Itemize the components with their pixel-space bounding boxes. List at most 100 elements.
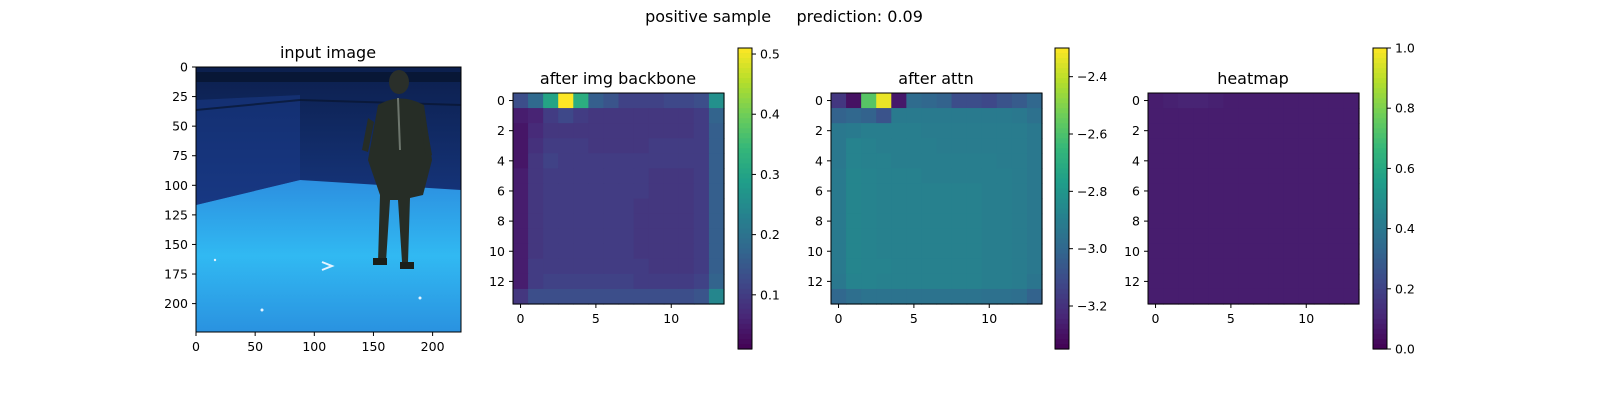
backbone-cell <box>513 273 529 290</box>
attn-colorbar-segment <box>1055 278 1069 285</box>
input-image-title: input image <box>280 43 376 62</box>
backbone-ytick-label: 10 <box>489 244 505 259</box>
attn-cell <box>891 213 907 230</box>
backbone-cell <box>648 123 665 139</box>
attn-colorbar-segment <box>1055 123 1069 129</box>
heatmap-cell <box>1268 108 1285 124</box>
heatmap-colorbar-frame <box>1372 47 1388 350</box>
heatmap-cell <box>1163 228 1179 245</box>
heatmap-colorbar-segment <box>1373 253 1387 260</box>
backbone-cell <box>708 243 725 260</box>
heatmap-colorbar-segment <box>1373 218 1387 225</box>
heatmap-cell <box>1328 228 1345 245</box>
heatmap-cell <box>1343 273 1360 290</box>
heatmap-colorbar-segment <box>1373 303 1387 310</box>
heatmap-cell <box>1178 123 1194 139</box>
attn-cell <box>831 288 847 305</box>
heatmap-colorbar-segment <box>1373 278 1387 285</box>
backbone-cell <box>588 153 605 169</box>
heatmap-cell <box>1298 108 1315 124</box>
heatmap-colorbar-segment <box>1373 188 1387 195</box>
attn-cell <box>981 213 998 230</box>
backbone-cell <box>663 288 680 305</box>
heatmap-cell <box>1238 183 1255 200</box>
backbone-cell <box>603 213 620 230</box>
heatmap-cell <box>1268 213 1285 230</box>
attn-cell <box>966 258 983 275</box>
attn-colorbar-segment <box>1055 203 1069 210</box>
attn-cell <box>981 258 998 275</box>
heatmap-colorbar-segment <box>1373 83 1387 89</box>
attn-colorbar-segment <box>1055 298 1069 305</box>
attn-cell <box>951 198 968 215</box>
backbone-ytick-label: 12 <box>489 274 505 289</box>
backbone-cell <box>633 213 650 230</box>
attn-cell <box>966 198 983 215</box>
backbone-cell <box>543 168 559 185</box>
heatmap-cell <box>1343 243 1360 260</box>
attn-cell <box>996 228 1013 245</box>
heatmap-cell <box>1238 288 1255 305</box>
backbone-cell <box>543 273 559 290</box>
backbone-colorbar-segment <box>738 178 752 185</box>
attn-colorbar-segment <box>1055 318 1069 325</box>
heatmap-cell <box>1193 123 1209 139</box>
attn-cell <box>831 108 847 124</box>
heatmap-colorbar-segment <box>1373 168 1387 175</box>
attn-xtick-label: 10 <box>981 311 997 326</box>
heatmap-colorbar-segment <box>1373 113 1387 119</box>
attn-cell <box>906 108 923 124</box>
input-image-ytick-label: 50 <box>172 119 188 134</box>
attn-colorbar-segment <box>1055 118 1069 124</box>
backbone-cell <box>693 108 710 124</box>
attn-colorbar-segment <box>1055 173 1069 180</box>
attn-cell <box>876 168 892 185</box>
attn-cell <box>1026 123 1043 139</box>
attn-cell <box>936 168 953 185</box>
backbone-cell <box>648 108 665 124</box>
input-image-xtick-label: 0 <box>192 339 200 354</box>
heatmap-cell <box>1163 198 1179 215</box>
heatmap-cell <box>1163 123 1179 139</box>
backbone-colorbar-segment <box>738 128 752 134</box>
backbone-cell <box>678 123 695 139</box>
heatmap-cell <box>1238 93 1255 109</box>
backbone-colorbar-segment <box>738 153 752 159</box>
backbone-cell <box>708 288 725 305</box>
heatmap-cell <box>1313 168 1330 185</box>
attn-cell <box>846 183 862 200</box>
backbone-cell <box>558 213 574 230</box>
attn-colorbar-tick-label: −3.0 <box>1077 241 1107 256</box>
attn-cell <box>996 138 1013 154</box>
heatmap-cell <box>1208 138 1224 154</box>
attn-cell <box>906 228 923 245</box>
heatmap-cell <box>1268 183 1285 200</box>
heatmap-cell <box>1223 243 1240 260</box>
attn-cell <box>951 213 968 230</box>
backbone-cell <box>558 228 574 245</box>
attn-colorbar-segment <box>1055 288 1069 295</box>
heatmap-cell <box>1268 228 1285 245</box>
backbone-cell <box>678 168 695 185</box>
backbone-colorbar-segment <box>738 193 752 200</box>
backbone-cell <box>603 108 620 124</box>
attn-cell <box>846 168 862 185</box>
attn-cell <box>1026 168 1043 185</box>
attn-cell <box>861 258 877 275</box>
heatmap-cell <box>1163 168 1179 185</box>
attn-colorbar-segment <box>1055 258 1069 265</box>
attn-cell <box>906 153 923 169</box>
heatmap-cell <box>1238 213 1255 230</box>
attn-cell <box>921 213 938 230</box>
heatmap-cell <box>1148 108 1164 124</box>
attn-cell <box>846 198 862 215</box>
heatmap-cell <box>1238 228 1255 245</box>
heatmap-colorbar-segment <box>1373 283 1387 290</box>
backbone-colorbar-segment <box>738 88 752 94</box>
input-image-ytick-label: 75 <box>172 148 188 163</box>
backbone-colorbar-segment <box>738 103 752 109</box>
attn-panel: after attn 0 5 10 0 2 4 6 8 10 12 −2.4 −2.6 −2.8 −3.… <box>807 47 1107 350</box>
backbone-colorbar-segment <box>738 293 752 300</box>
attn-cell <box>996 198 1013 215</box>
figure-suptitle: positive sample prediction: 0.09 <box>645 7 923 26</box>
